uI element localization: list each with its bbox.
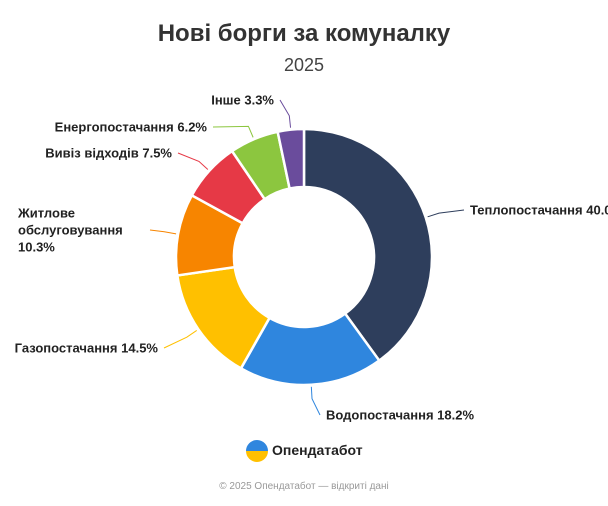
- category-label: Інше: [211, 92, 241, 108]
- category-label: Теплопостачання: [470, 202, 583, 218]
- value-label: 6.2%: [177, 119, 207, 135]
- chart-subtitle: 2025: [283, 55, 325, 75]
- category-label: Вивіз відходів: [45, 145, 139, 161]
- category-label: Газопостачання: [14, 340, 118, 356]
- value-label: 10.3%: [18, 239, 55, 255]
- footer: © 2025 Опендатабот — відкриті дані: [219, 481, 389, 492]
- value-label: 40.0%: [586, 202, 608, 218]
- data-label: Газопостачання 14.5%: [15, 340, 158, 357]
- chart-title: Нові борги за комуналку: [157, 20, 451, 47]
- data-label: Житлове обслуговування 10.3%: [18, 205, 148, 256]
- leader-line: [310, 386, 321, 416]
- data-label: Вивіз відходів 7.5%: [45, 145, 172, 162]
- data-label: Водопостачання 18.2%: [326, 407, 474, 424]
- value-label: 18.2%: [437, 407, 475, 423]
- donut-slice: [302, 127, 434, 363]
- logo-icon: [246, 440, 268, 462]
- leader-line: [279, 99, 292, 128]
- leader-line: [149, 229, 177, 235]
- category-label: Водопостачання: [326, 407, 434, 423]
- data-label: Інше 3.3%: [211, 92, 274, 109]
- category-label: Енергопостачання: [54, 119, 174, 135]
- value-label: 7.5%: [142, 145, 172, 161]
- data-label: Теплопостачання 40.0%: [470, 202, 608, 219]
- leader-line: [427, 209, 465, 218]
- leader-line: [163, 329, 197, 349]
- leader-line: [212, 125, 254, 138]
- data-label: Енергопостачання 6.2%: [55, 119, 207, 136]
- category-label: Житлове обслуговування: [18, 205, 123, 238]
- donut-slice: [276, 127, 306, 190]
- logo-text: Опендатабот: [272, 442, 363, 458]
- value-label: 14.5%: [121, 340, 158, 356]
- value-label: 3.3%: [244, 92, 274, 108]
- leader-line: [177, 152, 209, 170]
